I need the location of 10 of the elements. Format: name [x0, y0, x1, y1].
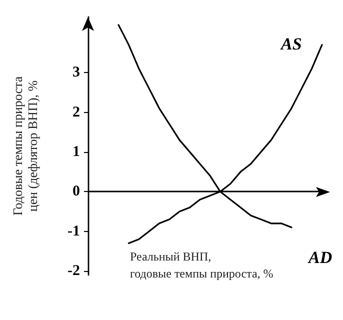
y-axis-title: Годовые темпы прироста цен (дефлятор ВНП), %: [10, 76, 40, 216]
y-tick-label: 0: [72, 184, 80, 200]
y-tick-label: 3: [72, 64, 80, 81]
series-label: AD: [307, 248, 332, 267]
y-tick-label: 1: [72, 144, 80, 160]
y-tick-label: -1: [68, 223, 80, 240]
y-tick-label: 2: [72, 104, 80, 120]
x-axis-title: Реальный ВНП, годовые темпы прироста, %: [130, 250, 274, 280]
y-tick-label: -2: [68, 263, 80, 280]
series-label: AS: [280, 34, 302, 54]
